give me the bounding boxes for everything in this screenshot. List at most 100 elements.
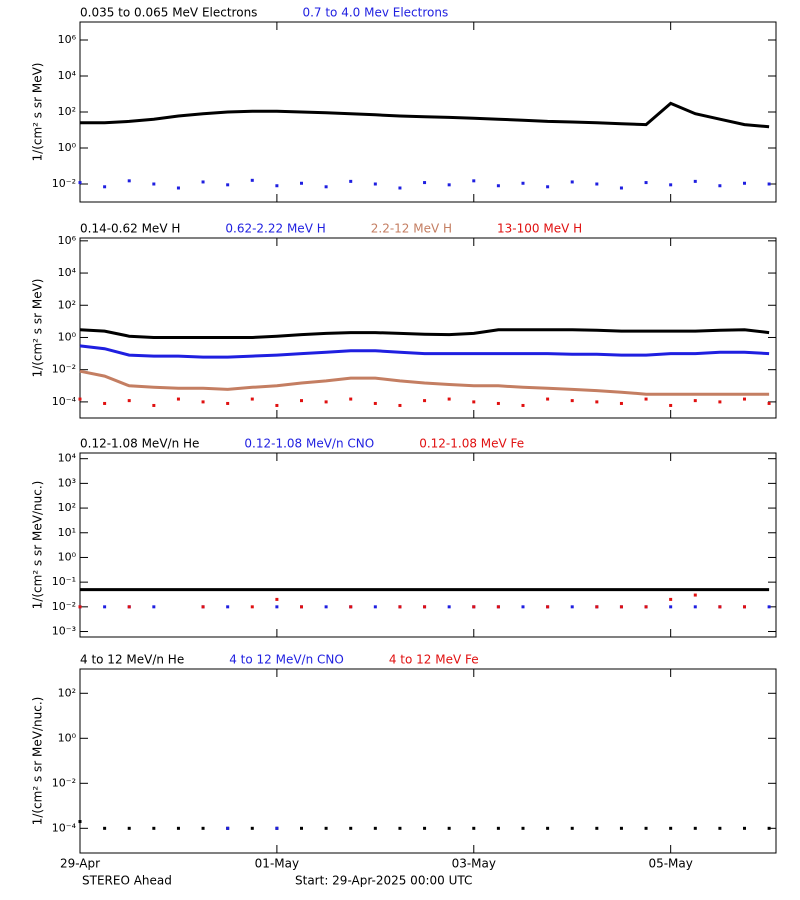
data-point [669, 826, 673, 830]
data-point [472, 826, 476, 830]
data-point [546, 605, 550, 609]
data-point [324, 826, 328, 830]
legend-entry: 0.7 to 4.0 Mev Electrons [302, 6, 448, 20]
legend-entry: 0.12-1.08 MeV Fe [419, 437, 524, 451]
data-point [693, 826, 697, 830]
data-point [250, 397, 254, 401]
data-point [152, 826, 156, 830]
data-point [349, 179, 353, 183]
data-point [398, 605, 402, 609]
data-point [644, 397, 648, 401]
data-point [718, 605, 722, 609]
data-point [275, 826, 279, 830]
data-point [275, 403, 279, 407]
y-axis-label: 1/(cm² s sr MeV/nuc.) [31, 697, 45, 826]
data-point [496, 605, 500, 609]
data-point [299, 181, 303, 185]
data-point [767, 401, 771, 405]
legend-entry: 2.2-12 MeV H [371, 222, 452, 236]
plot-frame [79, 21, 777, 203]
data-point [546, 397, 550, 401]
x-tick-label: 29-Apr [60, 857, 100, 871]
y-tick-label: 10⁰ [58, 550, 77, 563]
data-point [201, 180, 205, 184]
data-point [176, 397, 180, 401]
data-point [669, 183, 673, 187]
footer-left: STEREO Ahead [82, 874, 172, 888]
y-tick-label: 10⁰ [58, 141, 77, 154]
data-point [669, 403, 673, 407]
y-tick-label: 10² [58, 298, 76, 311]
data-point [595, 182, 599, 186]
y-axis-label: 1/(cm² s sr MeV) [31, 63, 45, 162]
footer-right: Start: 29-Apr-2025 00:00 UTC [295, 874, 472, 888]
data-point [78, 181, 82, 185]
series-line [79, 328, 770, 339]
data-point [324, 185, 328, 189]
data-point [546, 826, 550, 830]
data-point [472, 605, 476, 609]
data-point [742, 397, 746, 401]
data-point [619, 826, 623, 830]
y-tick-label: 10⁻¹ [52, 575, 76, 588]
data-point [693, 399, 697, 403]
y-tick-label: 10⁰ [58, 731, 77, 744]
series-line [80, 101, 770, 129]
data-point [103, 185, 107, 189]
data-point [718, 826, 722, 830]
data-point [398, 403, 402, 407]
data-point [693, 179, 697, 183]
y-tick-label: 10⁶ [58, 234, 77, 247]
data-point [423, 181, 427, 185]
data-point [447, 183, 451, 187]
data-point [275, 184, 279, 188]
data-point [447, 605, 451, 609]
data-point [767, 826, 771, 830]
data-point [521, 403, 525, 407]
data-point [201, 826, 205, 830]
data-point [201, 605, 205, 609]
data-point [496, 826, 500, 830]
data-point [570, 826, 574, 830]
data-point [595, 400, 599, 404]
data-point [742, 181, 746, 185]
plot-frame [79, 452, 777, 638]
data-point [152, 403, 156, 407]
data-point [152, 182, 156, 186]
data-point [447, 826, 451, 830]
legend-entry: 4 to 12 MeV Fe [389, 653, 479, 667]
data-point [521, 605, 525, 609]
data-point [595, 826, 599, 830]
data-point [767, 182, 771, 186]
x-tick-label: 05-May [648, 857, 692, 871]
data-point [127, 179, 131, 183]
data-point [250, 826, 254, 830]
data-point [127, 605, 131, 609]
data-point [472, 400, 476, 404]
data-point [78, 605, 82, 609]
data-point [619, 186, 623, 190]
legend-entry: 0.14-0.62 MeV H [80, 222, 180, 236]
data-point [398, 186, 402, 190]
data-point [349, 397, 353, 401]
data-point [250, 605, 254, 609]
data-point [78, 397, 82, 401]
data-point [619, 401, 623, 405]
data-point [299, 605, 303, 609]
data-point [299, 399, 303, 403]
data-point [742, 605, 746, 609]
data-point [201, 400, 205, 404]
legend-entry: 13-100 MeV H [497, 222, 582, 236]
y-tick-label: 10¹ [58, 526, 76, 539]
y-tick-label: 10⁻² [52, 600, 76, 613]
data-point [619, 605, 623, 609]
legend-entry: 4 to 12 MeV/n CNO [229, 653, 344, 667]
legend-entry: 4 to 12 MeV/n He [80, 653, 184, 667]
y-tick-label: 10⁻³ [52, 625, 76, 638]
series-line [79, 344, 770, 359]
data-point [103, 401, 107, 405]
data-point [496, 184, 500, 188]
x-tick-label: 01-May [255, 857, 299, 871]
data-point [496, 401, 500, 405]
